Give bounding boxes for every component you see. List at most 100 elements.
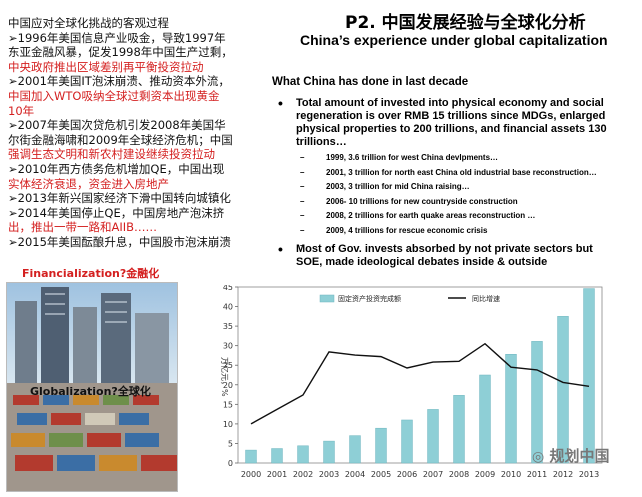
bullet-dot-icon: •	[278, 95, 283, 111]
bar	[557, 316, 569, 464]
left-line: 中央政府推出区域差别再平衡投资拉动	[8, 59, 204, 74]
bar	[427, 409, 439, 464]
x-tick-label: 2006	[397, 470, 417, 479]
y-tick-label: 40	[223, 303, 233, 312]
left-line: ➢2013年新兴国家经济下滑中国转向城镇化	[8, 191, 231, 206]
left-line: 出，推出一带一路和AIIB……	[8, 220, 158, 235]
plot-area	[237, 286, 603, 464]
x-tick-label: 2007	[423, 470, 443, 479]
sub-item: – 2006- 10 trillions for new countryside …	[300, 195, 597, 210]
x-tick-label: 2004	[345, 470, 365, 479]
sub-item-text: 2009, 4 trillions for rescue economic cr…	[326, 225, 488, 235]
bullet-dot-icon: •	[278, 241, 283, 257]
x-tick-label: 2008	[449, 470, 469, 479]
x-tick-label: 2012	[553, 470, 573, 479]
financialization-label: Financialization?金融化	[22, 267, 160, 280]
bar	[583, 288, 595, 464]
bullet-2-text: Most of Gov. invests absorbed by not pri…	[296, 243, 593, 268]
x-tick-label: 2003	[319, 470, 339, 479]
bullet-1-text: Total amount of invested into physical e…	[296, 97, 607, 148]
bar	[453, 395, 465, 464]
x-tick-label: 2002	[293, 470, 313, 479]
legend-bar-swatch	[319, 294, 335, 303]
left-lines: ➢1996年美国信息产业吸金，导致1997年 东亚金融风暴，促发1998年中国生产…	[8, 31, 263, 250]
sub-item-text: …	[326, 240, 334, 250]
title-cn: P2. 中国发展经验与全球化分析	[345, 13, 586, 33]
bar	[505, 354, 517, 464]
left-line: 尔街金融海啸和2009年全球经济危机；中国	[8, 132, 233, 147]
bar	[323, 440, 335, 464]
sub-item-text: 1999, 3.6 trillion for west China devlpm…	[326, 153, 499, 162]
y-tick-label: 5	[228, 439, 233, 448]
bullet-1: • Total amount of invested into physical…	[278, 96, 616, 149]
y-tick-label: 0	[228, 459, 233, 468]
growth-line	[250, 342, 590, 425]
x-tick-label: 2000	[241, 470, 261, 479]
x-tick-label: 2010	[501, 470, 521, 479]
watermark: ◎ 规划中国	[532, 445, 609, 466]
left-line: ➢2015年美国酝酿升息，中国股市泡沫崩溃	[8, 234, 231, 249]
left-line: ➢1996年美国信息产业吸金，导致1997年	[8, 30, 226, 45]
y-tick-label: 45	[223, 285, 233, 292]
dash-icon: –	[300, 196, 305, 206]
legend-line-label: 同比增速	[472, 294, 500, 303]
chart-svg: 0 5 10 15 20 25 30 35 40 45 万亿元，% 2000 2001 2002 2003 2…	[220, 283, 603, 479]
bar	[401, 419, 413, 464]
watermark-text: 规划中国	[549, 447, 610, 465]
y-tick-label: 25	[223, 361, 233, 370]
sub-item: – 2001, 3 trillion for north east China o…	[300, 166, 597, 181]
dash-icon: –	[300, 225, 305, 235]
dash-icon: –	[300, 182, 305, 192]
y-tick-label: 35	[223, 322, 233, 331]
title-en: China’s experience under global capitali…	[300, 32, 608, 48]
left-text-block: 中国应对全球化挑战的客观过程 ➢1996年美国信息产业吸金，导致1997年 东亚金…	[8, 16, 263, 250]
left-line: ➢2010年西方债务危机增加QE，中国出现	[8, 161, 225, 176]
y-tick-label: 10	[223, 420, 233, 429]
sub-item-text: 2003, 3 trillion for mid China raising…	[326, 182, 470, 192]
y-axis-label: 万亿元，%	[220, 357, 230, 397]
sub-item-text: 2006- 10 trillions for new countryside c…	[326, 196, 518, 206]
dash-icon: –	[300, 167, 305, 177]
y-tick-label: 20	[223, 381, 233, 390]
sub-item: –…	[300, 239, 597, 254]
section-title: What China has done in last decade	[272, 76, 469, 88]
sub-item-text: 2008, 2 trillions for earth quake areas …	[326, 211, 536, 221]
city-port-illustration	[7, 283, 177, 491]
bar	[479, 374, 491, 464]
bar	[531, 341, 543, 464]
left-line: 东亚金融风暴，促发1998年中国生产过剩，	[8, 45, 233, 60]
left-line: ➢2007年美国次贷危机引发2008年美国华	[8, 118, 226, 133]
left-line: 实体经济衰退，资金进入房地产	[8, 176, 169, 191]
sub-list: – 1999, 3.6 trillion for west China devlp…	[300, 151, 597, 253]
left-line: 中国加入WTO吸纳全球过剩资本出现黄金	[8, 88, 220, 103]
x-tick-label: 2001	[267, 470, 287, 479]
x-tick-label: 2009	[475, 470, 495, 479]
left-heading: 中国应对全球化挑战的客观过程	[8, 16, 169, 30]
sub-item: – 2009, 4 trillions for rescue economic c…	[300, 224, 597, 239]
legend-bar-label: 固定资产投资完成额	[338, 294, 401, 303]
bar	[271, 448, 283, 464]
y-tick-label: 15	[223, 400, 233, 409]
dash-icon: –	[300, 211, 305, 221]
bar	[245, 449, 257, 464]
bar	[349, 435, 361, 464]
x-tick-label: 2011	[527, 470, 547, 479]
x-tick-label: 2013	[579, 470, 599, 479]
sub-item: – 2003, 3 trillion for mid China raising…	[300, 180, 597, 195]
sub-item: – 2008, 2 trillions for earth quake areas…	[300, 209, 597, 224]
dash-icon: –	[300, 240, 305, 250]
wechat-icon: ◎	[532, 449, 545, 465]
investment-chart: 0 5 10 15 20 25 30 35 40 45 万亿元，% 2000 2001 2002 2003 2…	[210, 283, 610, 493]
sub-item-text: 2001, 3 trillion for north east China ol…	[326, 167, 597, 177]
left-line: ➢2001年美国IT泡沫崩溃、推动资本外流，	[8, 74, 230, 89]
left-line: ➢2014年美国停止QE，中国房地产泡沫挤	[8, 205, 225, 220]
x-tick-label: 2005	[371, 470, 391, 479]
city-port-photo	[6, 282, 178, 492]
globalization-label: Globalization?全球化	[30, 385, 151, 398]
bullet-2: • Most of Gov. invests absorbed by not p…	[278, 242, 621, 269]
bar	[375, 427, 387, 464]
dash-icon: –	[300, 153, 305, 162]
bar	[297, 445, 309, 464]
left-line: 强调生态文明和新农村建设继续投资拉动	[8, 147, 215, 162]
y-tick-label: 30	[223, 342, 233, 351]
